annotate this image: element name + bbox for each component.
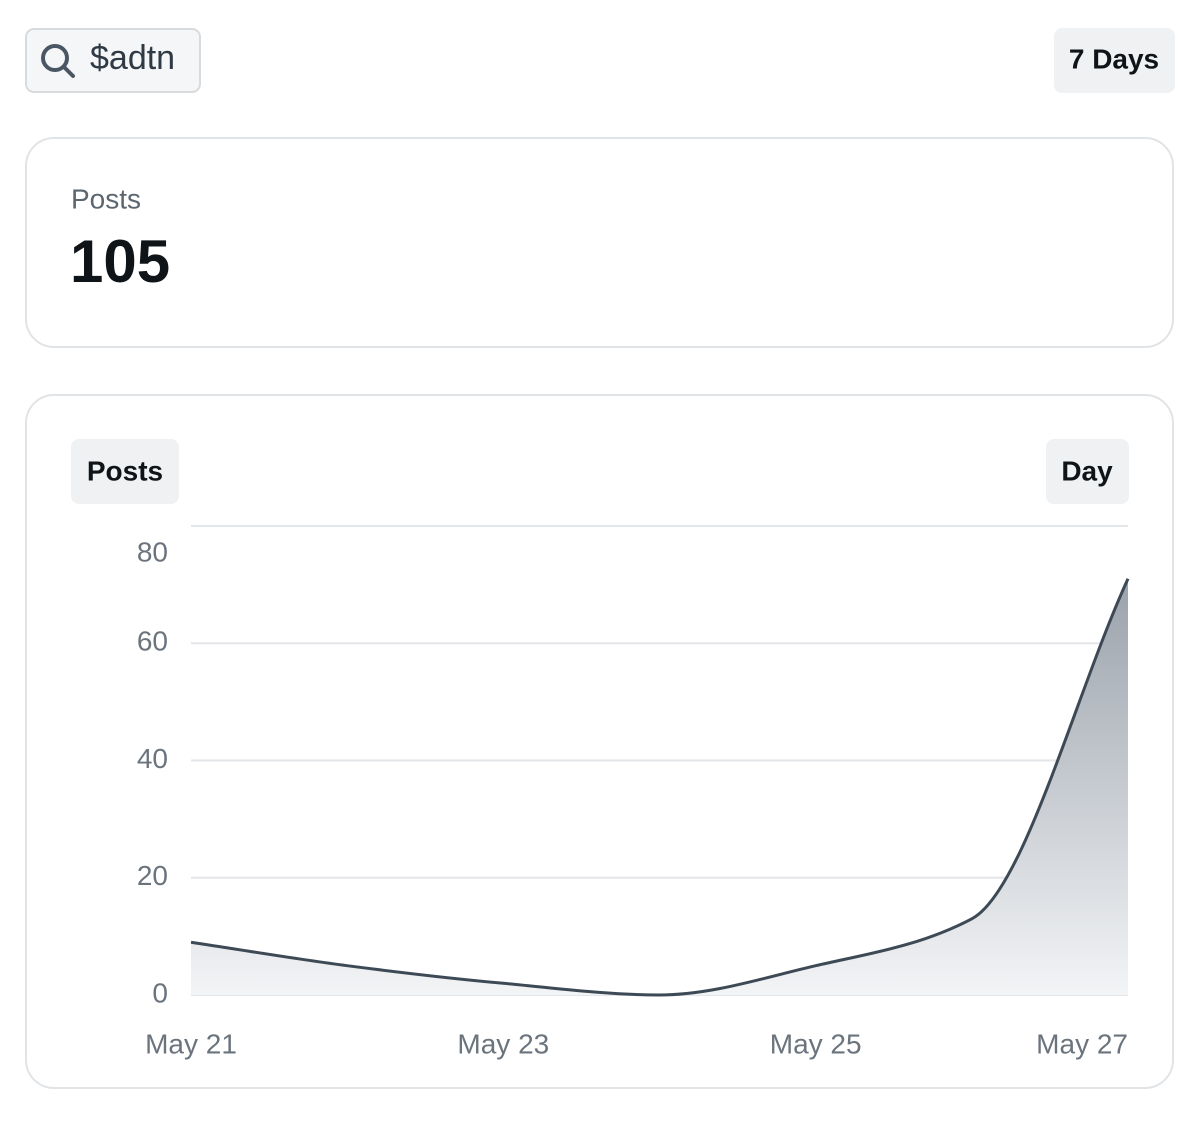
y-tick-label: 60 — [137, 626, 168, 657]
summary-card — [25, 137, 1174, 348]
metric-button[interactable] — [71, 439, 179, 504]
plot: 0 20 40 60 80 May 21 May 23 May 25 May 27 — [137, 525, 1130, 1059]
y-tick-label: 80 — [137, 536, 168, 567]
x-tick-label: May 21 — [145, 1028, 237, 1059]
summary-value: 105 — [70, 228, 170, 295]
search-query: $adtn — [90, 39, 175, 77]
range-label: 7 Days — [1069, 43, 1159, 74]
line — [190, 578, 1130, 997]
chart-card — [25, 394, 1174, 1089]
y-tick-label: 20 — [137, 860, 168, 891]
y-tick-label: 0 — [152, 977, 168, 1008]
summary-label: Posts — [71, 183, 141, 214]
interval-label: Day — [1061, 455, 1113, 486]
x-tick-label: May 25 — [770, 1028, 862, 1059]
metric-label: Posts — [87, 455, 163, 486]
area-fill — [191, 578, 1128, 995]
search-icon — [41, 44, 69, 72]
x-tick-label: May 27 — [1036, 1028, 1128, 1059]
search-icon — [62, 65, 75, 78]
y-tick-label: 40 — [137, 743, 168, 774]
interval-button[interactable] — [1046, 439, 1129, 504]
range-button[interactable] — [1054, 28, 1175, 93]
x-tick-label: May 23 — [457, 1028, 549, 1059]
search-box[interactable] — [25, 28, 201, 93]
